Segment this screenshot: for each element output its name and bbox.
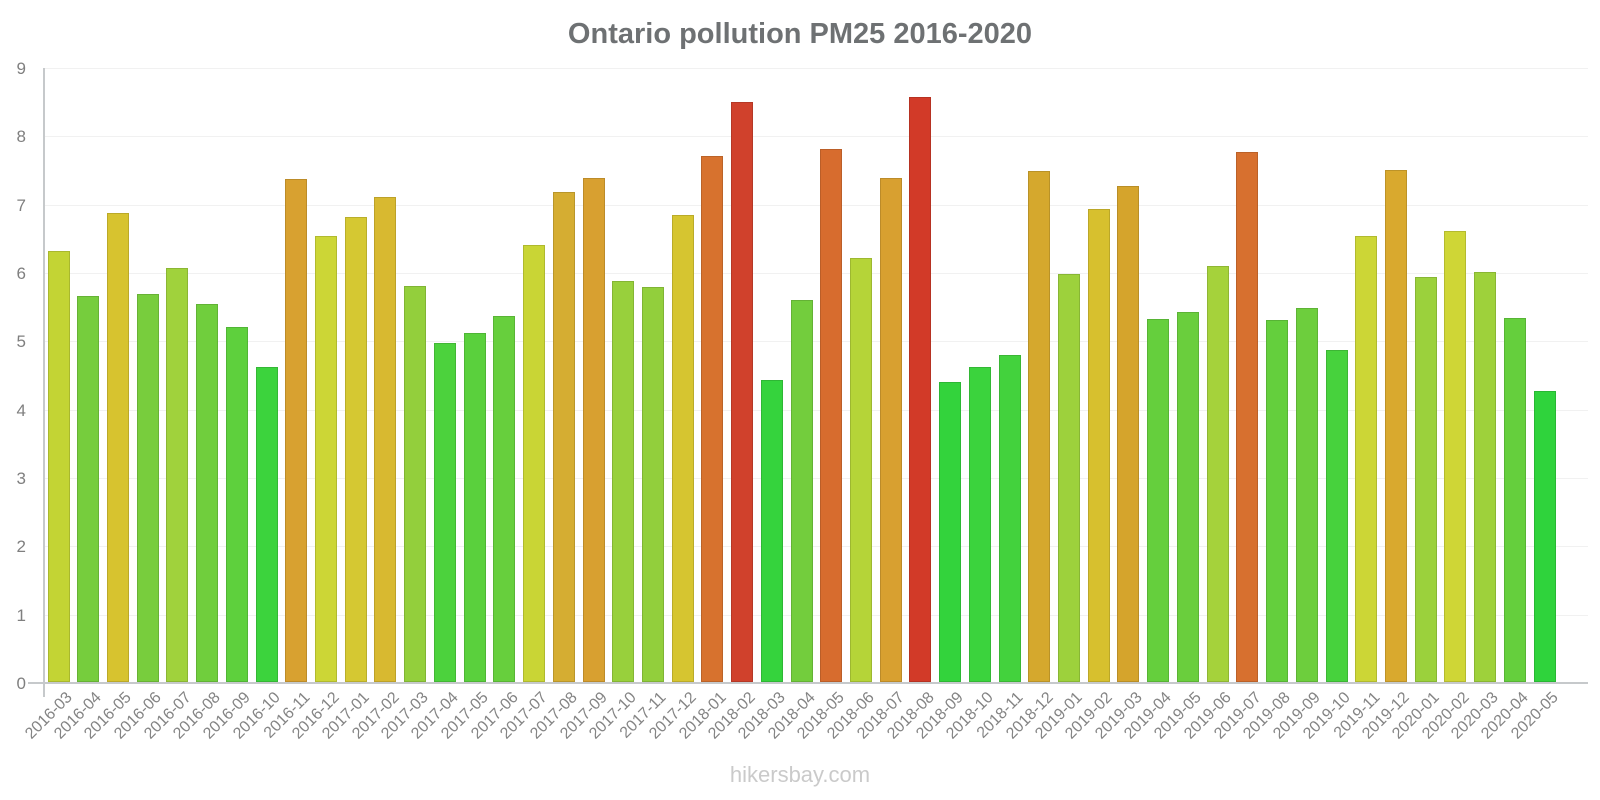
bar-2017-03[interactable] — [404, 286, 427, 682]
gridline-y7 — [43, 205, 1588, 206]
y-axis-tick-label: 8 — [16, 127, 26, 146]
y-axis-tick-label: 4 — [16, 401, 26, 420]
bar-2016-07[interactable] — [166, 267, 189, 682]
y-axis-tick-label: 7 — [16, 196, 26, 215]
bar-2018-02[interactable] — [731, 101, 754, 682]
bar-2020-03[interactable] — [1474, 271, 1497, 682]
bar-2018-12[interactable] — [1028, 170, 1051, 682]
bar-2017-05[interactable] — [463, 332, 486, 682]
gridline-y4 — [43, 410, 1588, 411]
bar-2018-08[interactable] — [909, 96, 932, 682]
bar-2017-11[interactable] — [641, 287, 664, 682]
y-axis-tick-label: 2 — [16, 537, 26, 556]
bar-2017-08[interactable] — [552, 191, 575, 682]
gridline-y1 — [43, 615, 1588, 616]
gridline-y2 — [43, 546, 1588, 547]
bar-2017-12[interactable] — [671, 214, 694, 682]
bar-2020-05[interactable] — [1533, 391, 1556, 682]
bar-2019-12[interactable] — [1384, 169, 1407, 682]
bar-2016-05[interactable] — [106, 212, 129, 682]
bar-2018-07[interactable] — [879, 178, 902, 682]
bar-2020-01[interactable] — [1414, 277, 1437, 682]
y-axis-tick-label: 0 — [16, 674, 26, 693]
bar-2016-11[interactable] — [285, 178, 308, 682]
bar-2018-01[interactable] — [701, 156, 724, 682]
gridline-y8 — [43, 136, 1588, 137]
bar-2018-06[interactable] — [849, 258, 872, 682]
bar-2016-12[interactable] — [315, 236, 337, 682]
bar-2019-07[interactable] — [1236, 152, 1259, 682]
bar-2019-05[interactable] — [1176, 312, 1199, 682]
y-axis-tick-label: 3 — [16, 469, 26, 488]
y-axis-tick-label: 5 — [16, 332, 26, 351]
bar-2018-05[interactable] — [820, 149, 843, 682]
bar-2019-02[interactable] — [1087, 208, 1110, 682]
bar-2020-04[interactable] — [1503, 318, 1526, 682]
bar-2019-03[interactable] — [1117, 186, 1140, 682]
y-axis-tick-label: 9 — [16, 59, 26, 78]
gridline-y5 — [43, 341, 1588, 342]
bar-2019-10[interactable] — [1325, 349, 1348, 682]
y-axis-tick-label: 1 — [16, 606, 26, 625]
bar-2016-09[interactable] — [225, 327, 248, 682]
hikersbay-watermark: hikersbay.com — [729, 762, 871, 787]
bar-2016-04[interactable] — [77, 296, 100, 682]
chart-title: Ontario pollution PM25 2016-2020 — [567, 18, 1033, 50]
bar-2019-01[interactable] — [1058, 274, 1080, 682]
gridline-y3 — [43, 478, 1588, 479]
bar-2016-10[interactable] — [255, 366, 278, 682]
gridline-y9 — [43, 68, 1588, 69]
bar-2017-09[interactable] — [582, 178, 605, 682]
bar-2017-07[interactable] — [523, 245, 545, 682]
bar-2018-11[interactable] — [998, 355, 1021, 682]
bar-2020-02[interactable] — [1444, 231, 1467, 682]
bar-2017-01[interactable] — [344, 217, 367, 682]
gridline-y6 — [43, 273, 1588, 274]
bar-2016-06[interactable] — [136, 294, 159, 682]
bar-2019-04[interactable] — [1147, 318, 1170, 682]
bar-2019-09[interactable] — [1295, 307, 1318, 682]
y-axis-tick-label: 6 — [16, 264, 26, 283]
zero-tick-mark — [28, 682, 43, 684]
bar-2018-03[interactable] — [760, 379, 783, 682]
bar-2019-08[interactable] — [1266, 319, 1288, 682]
x-axis-line — [43, 682, 1588, 684]
bar-2018-09[interactable] — [939, 382, 962, 682]
bar-2018-04[interactable] — [790, 300, 813, 682]
bar-2017-06[interactable] — [493, 316, 516, 682]
bar-2017-04[interactable] — [433, 342, 456, 682]
bar-2016-03[interactable] — [47, 251, 70, 682]
bar-2018-10[interactable] — [968, 367, 991, 682]
bar-2019-11[interactable] — [1355, 236, 1378, 682]
bar-2017-02[interactable] — [374, 197, 397, 682]
y-axis-line — [43, 68, 45, 697]
bar-2019-06[interactable] — [1206, 265, 1229, 682]
bar-2017-10[interactable] — [612, 281, 635, 682]
bar-2016-08[interactable] — [196, 303, 219, 682]
